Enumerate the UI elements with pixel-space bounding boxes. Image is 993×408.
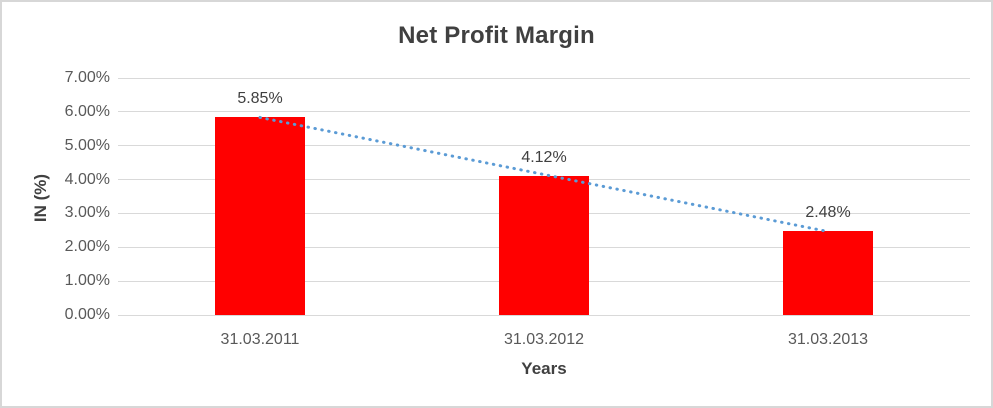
data-label: 4.12%: [521, 148, 567, 166]
gridline: [118, 145, 970, 147]
chart-title: Net Profit Margin: [398, 22, 595, 49]
gridline: [118, 77, 970, 79]
y-tick-label: 7.00%: [64, 69, 110, 86]
gridline: [118, 111, 970, 113]
y-tick-label: 6.00%: [64, 102, 110, 120]
x-tick-label: 31.03.2013: [787, 331, 869, 348]
y-tick-label: 5.00%: [64, 136, 110, 154]
plot-area: 5.85% 4.12% 2.48%: [118, 77, 970, 316]
x-tick-label: 31.03.2012: [503, 331, 585, 348]
x-tick-label: 31.03.2011: [220, 331, 300, 348]
y-tick-label: 3.00%: [64, 204, 110, 222]
data-label: 2.48%: [805, 204, 851, 222]
bar: [783, 231, 873, 315]
y-tick-label: 0.00%: [64, 306, 110, 323]
bar: [215, 116, 305, 315]
y-tick-label: 4.00%: [64, 170, 110, 188]
y-tick-label: 1.00%: [64, 272, 110, 290]
gridline: [118, 314, 970, 316]
bar: [499, 175, 589, 315]
trendline: [258, 115, 830, 234]
x-axis-title: Years: [521, 359, 567, 378]
y-tick-label: 2.00%: [64, 238, 110, 256]
data-label: 5.85%: [237, 89, 283, 107]
